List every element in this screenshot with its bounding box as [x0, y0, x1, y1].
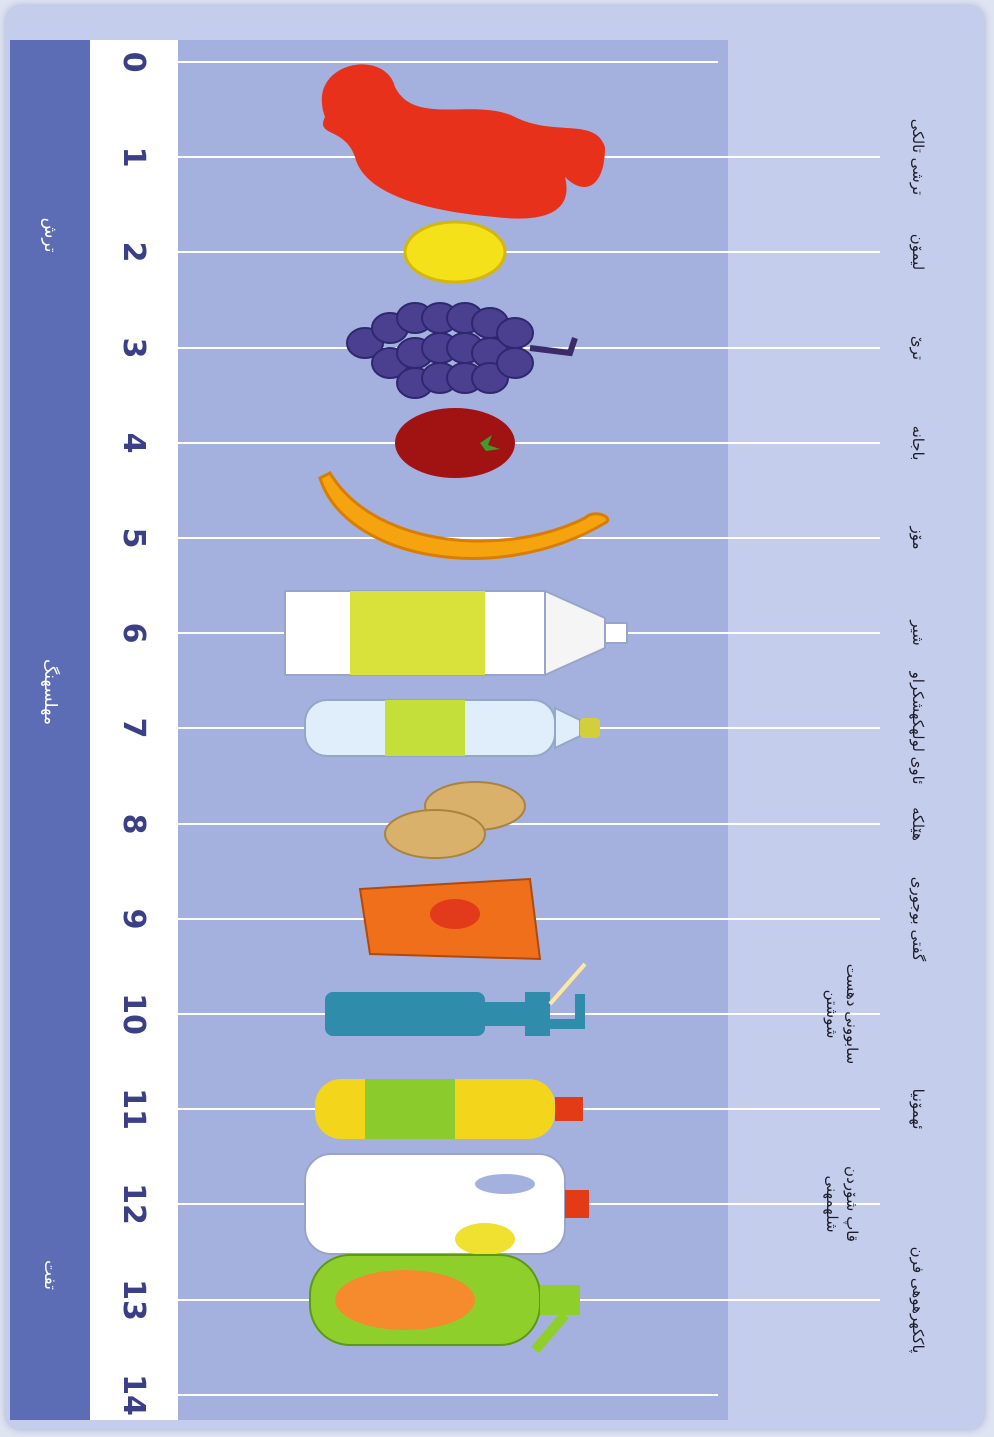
milk-carton-icon: [284, 589, 628, 677]
ph-number: 2: [116, 241, 152, 263]
eggs-icon: [384, 780, 526, 859]
banana-icon: [318, 471, 609, 560]
ph-number: 0: [116, 51, 152, 73]
ph-number: 7: [116, 717, 152, 739]
ph-number: 9: [116, 908, 152, 930]
acid-label: ترش: [40, 217, 60, 253]
grid-line: [178, 61, 718, 63]
item-label: قاپ شۆردن شلهمهنی: [823, 1166, 861, 1243]
ph-number: 6: [116, 622, 152, 644]
ph-number: 11: [116, 1088, 152, 1131]
ph-number: 10: [116, 993, 152, 1035]
ph-number: 12: [116, 1183, 152, 1226]
water-bottle-icon: [304, 699, 600, 758]
ph-number-strip: [90, 40, 178, 1420]
ph-number: 3: [116, 337, 152, 359]
base-label: تفت: [40, 1259, 60, 1291]
ph-number: 4: [116, 432, 152, 454]
grapes-icon: [346, 301, 578, 399]
grid-line: [178, 346, 880, 349]
grid-line: [178, 251, 880, 254]
grid-line: [178, 1393, 718, 1396]
grid-line: [178, 822, 880, 825]
spray-bottle-icon: [309, 1253, 580, 1353]
ph-number: 13: [116, 1278, 152, 1321]
lemon-icon: [403, 220, 507, 284]
ph-scale-strip: [10, 40, 90, 1420]
ammonia-bottle-icon: [315, 1079, 583, 1140]
item-label: پاککهرهوهی فرن: [909, 1246, 927, 1353]
soap-box-icon: [358, 877, 542, 960]
neutral-label: مهلسهنگ: [40, 659, 60, 725]
soap-dispenser-icon: [325, 962, 587, 1036]
tomato-icon: [395, 407, 515, 478]
ph-number: 5: [116, 527, 152, 549]
ph-number: 14: [116, 1373, 152, 1416]
ph-number: 1: [116, 146, 152, 168]
detergent-jug-icon: [304, 1153, 589, 1256]
grid-line: [178, 441, 880, 444]
ph-number: 8: [116, 813, 152, 835]
stomach-icon: [321, 64, 605, 219]
